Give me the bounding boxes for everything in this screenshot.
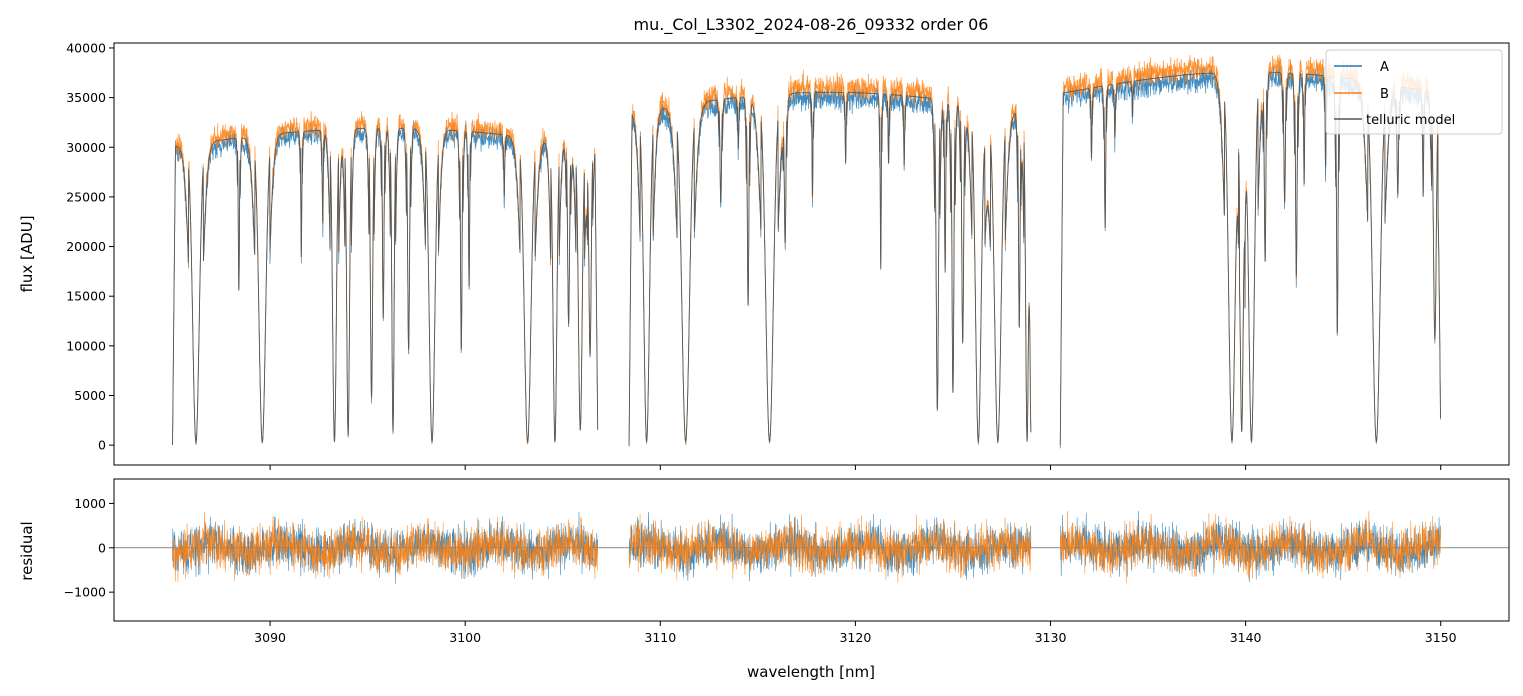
residual-series-b-segment-3: [1059, 511, 1441, 583]
flux-y-tick-label: 15000: [66, 289, 106, 304]
flux-y-tick-label: 10000: [66, 338, 106, 353]
residual-x-tick-label: 3130: [1035, 630, 1067, 645]
flux-y-tick-label: 30000: [66, 140, 106, 155]
residual-x-tick-label: 3120: [839, 630, 871, 645]
residual-x-tick-label: 3150: [1425, 630, 1457, 645]
flux-y-tick-label: 20000: [66, 239, 106, 254]
flux-y-tick-label: 0: [98, 438, 106, 453]
residual-x-tick-label: 3090: [254, 630, 286, 645]
flux-panel: 0 5000 10000 15000 20000 25000 30000 35000 40000…: [18, 40, 1510, 470]
residual-y-tick-label: 1000: [74, 496, 106, 511]
residual-axes-frame: [113, 478, 1510, 622]
residual-y-tick-label: 0: [98, 540, 106, 555]
flux-series-telluric-model-segment-3: [1059, 71, 1441, 446]
residual-y-tick-label: −1000: [64, 585, 106, 600]
flux-y-tick-label: 25000: [66, 189, 106, 204]
chart-title: mu._Col_L3302_2024-08-26_09332 order 06: [634, 15, 989, 35]
legend-label-b: B: [1380, 87, 1389, 102]
residual-x-tick-label: 3140: [1230, 630, 1262, 645]
residual-y-axis-label: residual: [18, 521, 36, 580]
legend-box: [1325, 49, 1503, 135]
flux-series-telluric-model-segment-2: [628, 91, 1032, 446]
flux-y-tick-label: 5000: [74, 388, 106, 403]
flux-y-axis-label: flux [ADU]: [18, 215, 36, 292]
legend-label-a: A: [1380, 60, 1389, 75]
legend-label-telluric-model: telluric model: [1366, 113, 1455, 128]
residual-x-tick-label: 3100: [449, 630, 481, 645]
residual-series-b-segment-1: [172, 511, 599, 583]
residual-series-b-segment-2: [628, 513, 1032, 583]
legend: A B telluric model: [1325, 49, 1503, 135]
flux-axes-frame: [113, 42, 1510, 466]
flux-series-telluric-model-segment-1: [172, 127, 599, 446]
x-axis-label: wavelength [nm]: [747, 663, 875, 681]
flux-y-tick-label: 35000: [66, 90, 106, 105]
flux-y-tick-label: 40000: [66, 40, 106, 55]
residual-x-tick-label: 3110: [644, 630, 676, 645]
